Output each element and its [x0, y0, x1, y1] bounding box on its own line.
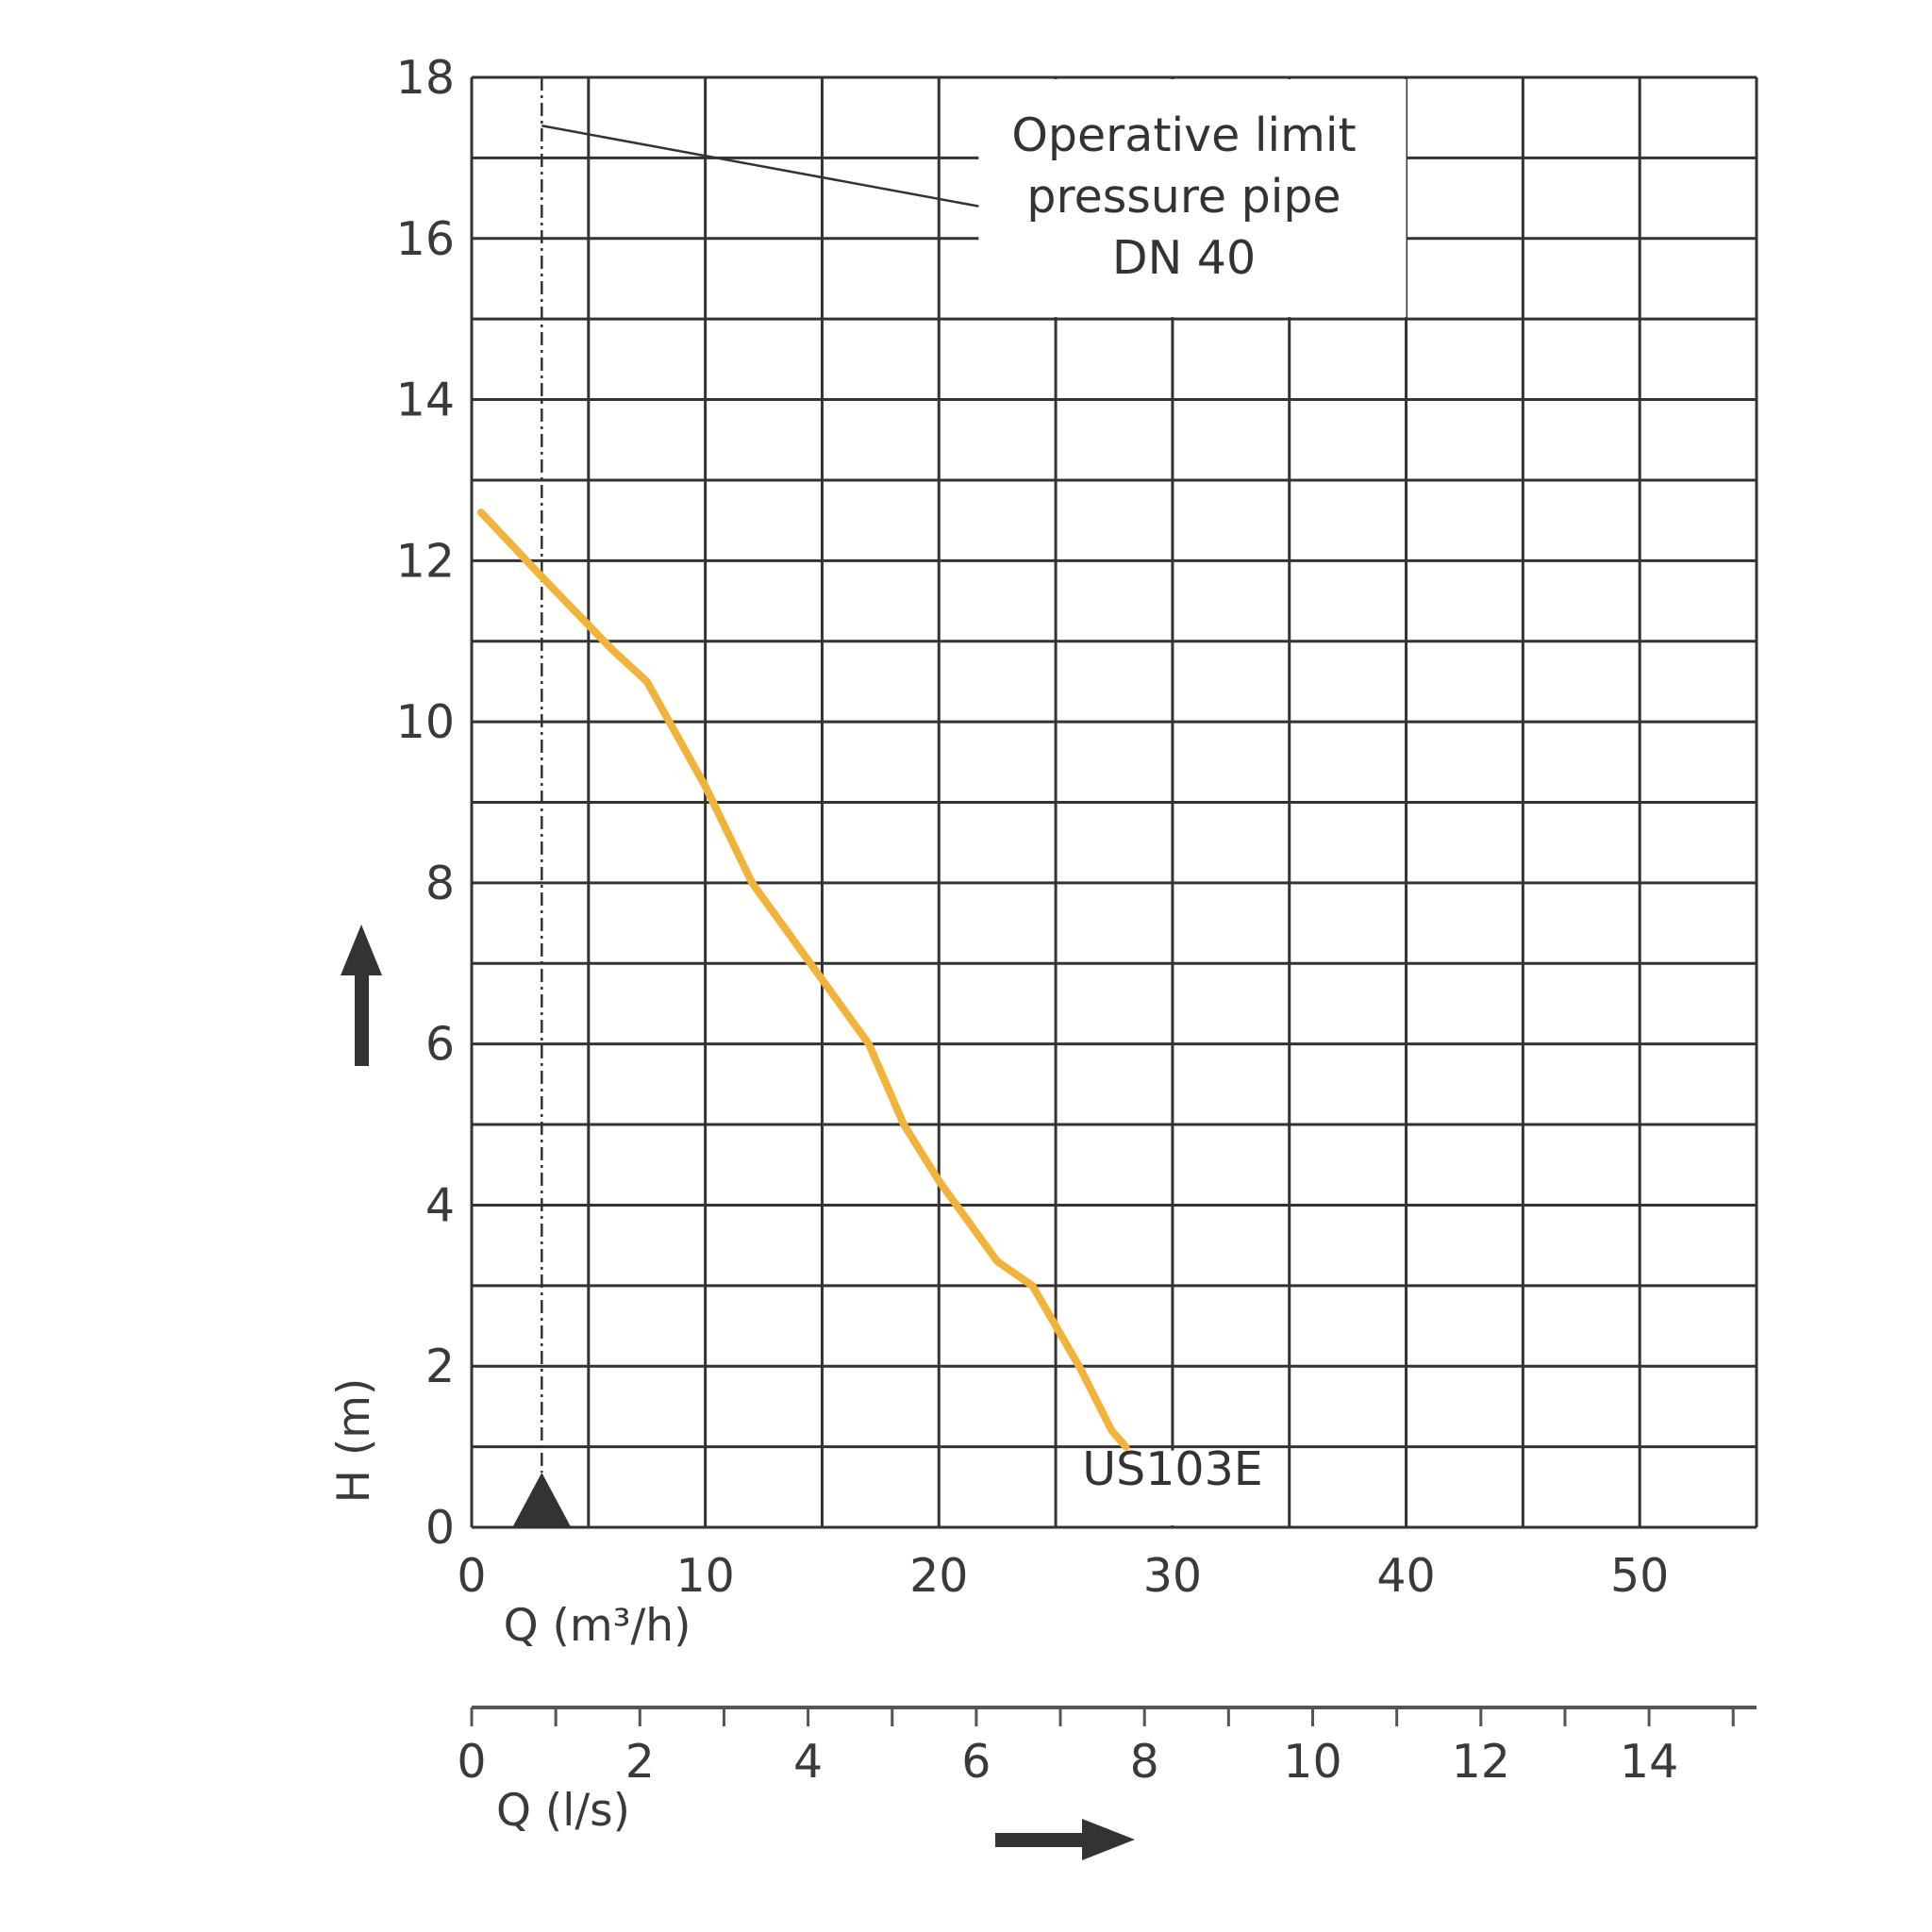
y-tick-label: 2	[425, 1340, 455, 1393]
secondary-x-axis: 0 2 4 6 8 10 12 14	[457, 1706, 1757, 1789]
curve-label-box	[1067, 1450, 1288, 1525]
secondary-x-tick-label: 8	[1130, 1735, 1159, 1789]
y-axis-ticks: 0 2 4 6 8 10 12 14 16 18	[396, 51, 455, 1555]
minimum-flow-triangle-icon	[512, 1473, 572, 1527]
operative-limit-box	[978, 79, 1407, 318]
x-tick-label: 0	[457, 1549, 486, 1603]
x-tick-label: 30	[1143, 1549, 1202, 1603]
secondary-x-tick-label: 12	[1452, 1735, 1510, 1789]
y-tick-label: 10	[396, 695, 455, 749]
operative-limit-label-1: Operative limit	[1011, 108, 1356, 162]
operative-limit-line	[541, 125, 979, 208]
x-axis-label: Q (m³/h)	[504, 1600, 691, 1652]
y-axis-label: H (m)	[328, 1378, 380, 1504]
y-direction-arrow-icon	[341, 924, 382, 1066]
y-tick-label: 14	[396, 374, 455, 427]
secondary-x-tick-label: 0	[457, 1735, 486, 1789]
operative-limit-label-2: pressure pipe	[1026, 170, 1341, 224]
secondary-x-tick-label: 14	[1620, 1735, 1678, 1789]
series-label-US103E: US103E	[1082, 1442, 1262, 1496]
secondary-x-tick-label: 2	[625, 1735, 655, 1789]
y-tick-label: 12	[396, 534, 455, 588]
y-tick-label: 18	[396, 51, 455, 105]
y-tick-label: 0	[425, 1501, 455, 1555]
secondary-x-tick-label: 6	[961, 1735, 991, 1789]
x-tick-label: 20	[909, 1549, 968, 1603]
x-tick-label: 50	[1610, 1549, 1669, 1603]
y-tick-label: 4	[425, 1178, 455, 1232]
series-line-US103E	[476, 508, 1130, 1451]
secondary-x-tick-label: 10	[1283, 1735, 1341, 1789]
y-tick-label: 8	[425, 857, 455, 910]
x-direction-arrow-icon	[995, 1819, 1135, 1860]
chart-grid	[470, 75, 1758, 1529]
x-tick-label: 10	[675, 1549, 734, 1603]
secondary-x-tick-label: 4	[793, 1735, 823, 1789]
y-tick-label: 16	[396, 212, 455, 266]
x-axis-ticks: 0 10 20 30 40 50	[457, 1549, 1669, 1603]
x-tick-label: 40	[1376, 1549, 1435, 1603]
operative-limit-label-3: DN 40	[1112, 231, 1256, 285]
secondary-x-axis-label: Q (l/s)	[496, 1785, 630, 1837]
y-tick-label: 6	[425, 1018, 455, 1072]
